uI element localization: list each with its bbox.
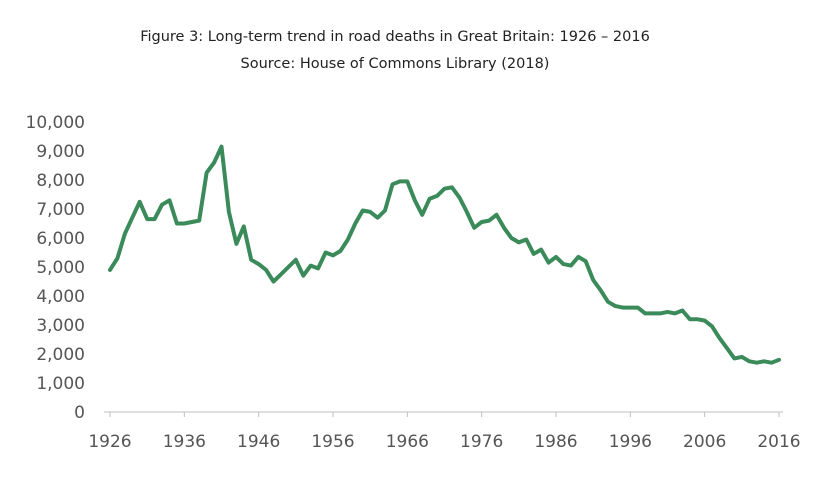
y-tick-label: 9,000 [36,142,85,162]
x-tick-label: 2006 [683,432,726,452]
y-tick-label: 10,000 [26,113,85,133]
x-tick-label: 1966 [386,432,429,452]
x-axis-ticks: 1926 1936 1946 1956 1966 1976 1986 1996 2006 2016 [88,412,801,452]
y-tick-label: 4,000 [36,287,85,307]
x-tick-label: 2016 [757,432,800,452]
y-tick-label: 3,000 [36,316,85,336]
chart-title-block: Figure 3: Long-term trend in road deaths… [0,24,790,78]
chart-subtitle: Source: House of Commons Library (2018) [240,56,550,72]
y-tick-label: 5,000 [36,258,85,278]
y-tick-label: 8,000 [36,171,85,191]
y-tick-label: 2,000 [36,345,85,365]
y-axis-ticks: 0 1,000 2,000 3,000 4,000 5,000 6,000 7,000 8,00… [26,113,85,423]
series-group [108,144,781,365]
chart-title: Figure 3: Long-term trend in road deaths… [140,29,650,45]
x-tick-label: 1986 [534,432,577,452]
y-tick-label: 0 [74,403,85,423]
y-tick-label: 6,000 [36,229,85,249]
x-tick-label: 1946 [237,432,280,452]
x-tick-label: 1926 [88,432,131,452]
y-tick-label: 1,000 [36,374,85,394]
x-tick-label: 1936 [163,432,206,452]
y-tick-label: 7,000 [36,200,85,220]
series-line [108,144,781,365]
x-tick-label: 1976 [460,432,503,452]
x-tick-label: 1956 [311,432,354,452]
x-tick-label: 1996 [609,432,652,452]
